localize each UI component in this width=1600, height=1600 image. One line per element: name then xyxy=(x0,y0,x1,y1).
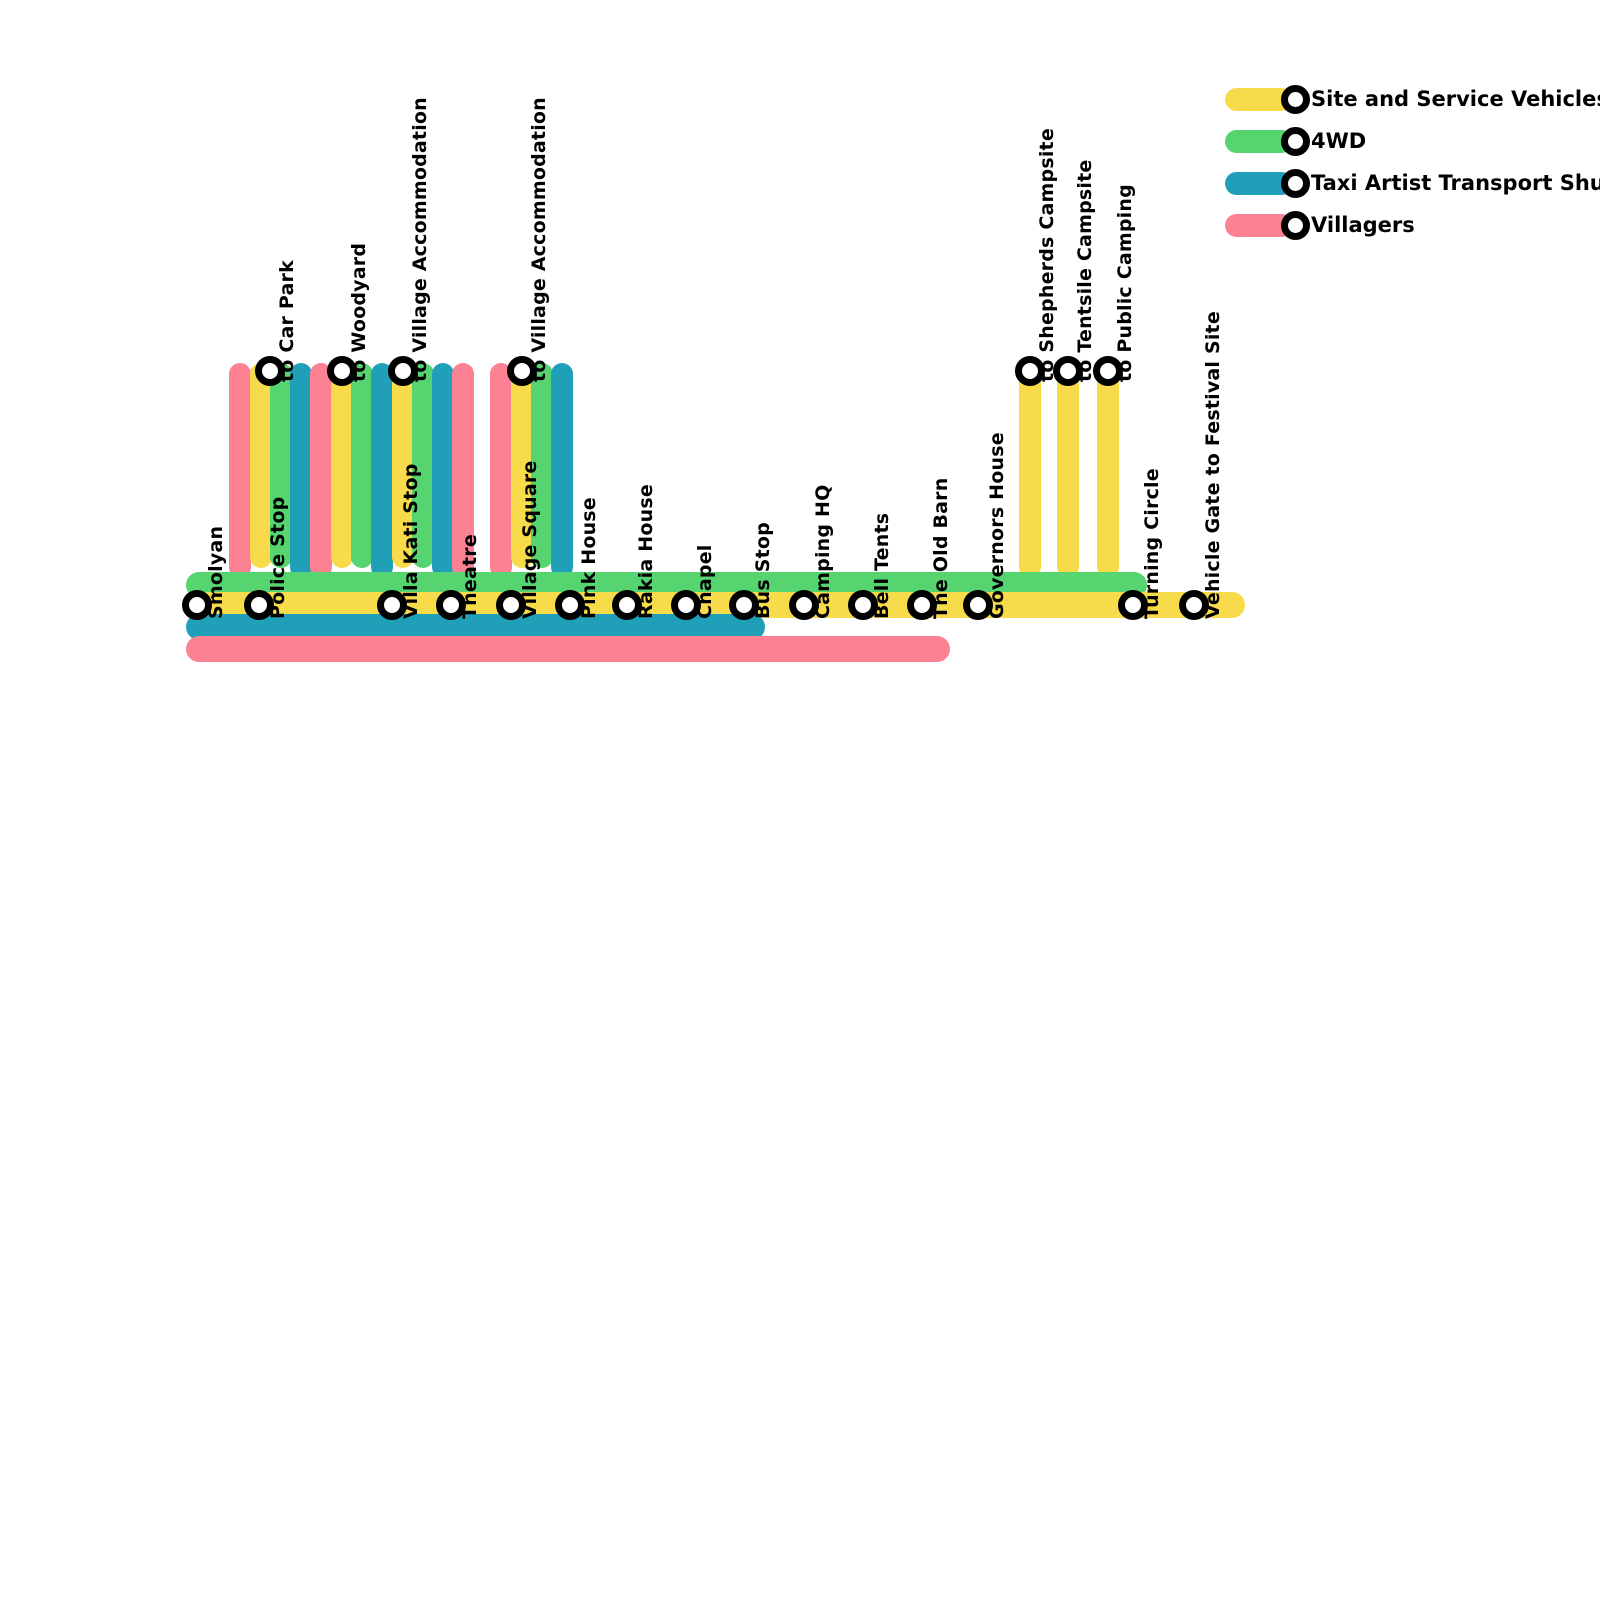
branch-terminal-label: to Village Accommodation xyxy=(528,97,550,382)
branch-terminal-label: to Public Camping xyxy=(1114,184,1136,382)
station-node[interactable] xyxy=(1179,590,1209,620)
branch-segment-tentsile-service xyxy=(1057,363,1079,578)
station-node-icon xyxy=(1281,126,1310,156)
branch-terminal-label: to Tentsile Campsite xyxy=(1074,159,1096,382)
legend-row[interactable]: Site and Service Vehicles xyxy=(1225,78,1600,120)
station-label: Bell Tents xyxy=(871,512,893,619)
branch-segment-woodyard-shuttle xyxy=(371,363,393,578)
station-node[interactable] xyxy=(182,590,212,620)
station-node[interactable] xyxy=(244,590,274,620)
station-label: Turning Circle xyxy=(1141,468,1163,619)
station-label: Smolyan xyxy=(205,525,227,619)
station-label: Rakia House xyxy=(635,484,657,619)
branch-terminal-label: to Village Accommodation xyxy=(409,97,431,382)
station-label: Governors House xyxy=(986,432,1008,619)
branch-segment-villa-accom-villagers xyxy=(452,363,474,578)
branch-terminal-label: to Woodyard xyxy=(348,242,370,382)
station-label: Vehicle Gate to Festival Site xyxy=(1202,311,1224,619)
station-label: Chapel xyxy=(694,544,716,620)
station-node[interactable] xyxy=(907,590,937,620)
legend-color-swatch xyxy=(1225,213,1293,237)
branch-segment-square-accom-shuttle xyxy=(551,363,573,578)
branch-segment-public-camping-service xyxy=(1097,363,1119,578)
station-node[interactable] xyxy=(729,590,759,620)
branch-terminal-node[interactable] xyxy=(1015,356,1045,386)
branch-terminal-node[interactable] xyxy=(255,356,285,386)
station-node[interactable] xyxy=(496,590,526,620)
legend-color-swatch xyxy=(1225,171,1293,195)
branch-segment-square-accom-4wd xyxy=(531,363,553,568)
station-label: Police Stop xyxy=(267,496,289,619)
branch-terminal-label: to Car Park xyxy=(276,260,298,382)
branch-segment-woodyard-service xyxy=(331,363,353,568)
line-segment-service-trunk xyxy=(186,592,1245,618)
station-label: Pink House xyxy=(578,497,600,619)
station-node[interactable] xyxy=(377,590,407,620)
branch-segment-car-park-service xyxy=(250,363,272,568)
legend-label: Villagers xyxy=(1311,213,1415,237)
legend-color-swatch xyxy=(1225,87,1293,111)
branch-terminal-label: to Shepherds Campsite xyxy=(1036,128,1058,382)
station-label: Theatre xyxy=(459,534,481,619)
station-node[interactable] xyxy=(671,590,701,620)
station-node-icon xyxy=(1281,168,1310,198)
branch-segment-villa-accom-4wd xyxy=(412,363,434,568)
station-node[interactable] xyxy=(848,590,878,620)
branch-segment-car-park-villagers xyxy=(229,363,251,578)
legend-label: Site and Service Vehicles xyxy=(1311,87,1600,111)
station-label: Village Square xyxy=(519,460,541,619)
legend-color-swatch xyxy=(1225,129,1293,153)
legend-row[interactable]: Taxi Artist Transport Shuttle xyxy=(1225,162,1600,204)
station-node[interactable] xyxy=(1118,590,1148,620)
branch-segment-shepherds-service xyxy=(1019,363,1041,578)
station-node-icon xyxy=(1281,210,1310,240)
legend: Site and Service Vehicles 4WD Taxi Artist … xyxy=(1225,78,1600,246)
branch-terminal-node[interactable] xyxy=(388,356,418,386)
legend-row[interactable]: Villagers xyxy=(1225,204,1600,246)
station-label: The Old Barn xyxy=(930,477,952,619)
legend-row[interactable]: 4WD xyxy=(1225,120,1600,162)
station-label: Bus Stop xyxy=(752,522,774,619)
line-segment-villagers-trunk xyxy=(186,636,950,662)
station-node-icon xyxy=(1281,84,1310,114)
branch-segment-square-accom-villagers xyxy=(490,363,512,578)
branch-segment-woodyard-villagers xyxy=(310,363,332,578)
branch-segment-villa-accom-service xyxy=(392,363,414,568)
station-node[interactable] xyxy=(436,590,466,620)
branch-segment-car-park-4wd xyxy=(270,363,292,568)
station-label: Villa Kati Stop xyxy=(400,463,422,619)
branch-terminal-node[interactable] xyxy=(507,356,537,386)
legend-label: 4WD xyxy=(1311,129,1367,153)
branch-terminal-node[interactable] xyxy=(1093,356,1123,386)
branch-terminal-node[interactable] xyxy=(327,356,357,386)
branch-segment-car-park-shuttle xyxy=(290,363,312,578)
station-node[interactable] xyxy=(963,590,993,620)
station-node[interactable] xyxy=(789,590,819,620)
legend-label: Taxi Artist Transport Shuttle xyxy=(1311,171,1600,195)
branch-terminal-node[interactable] xyxy=(1053,356,1083,386)
branch-segment-woodyard-4wd xyxy=(351,363,373,568)
station-label: Camping HQ xyxy=(812,484,834,619)
station-node[interactable] xyxy=(555,590,585,620)
branch-segment-villa-accom-shuttle xyxy=(432,363,454,578)
line-segment-shuttle-trunk xyxy=(186,614,765,640)
station-node[interactable] xyxy=(612,590,642,620)
branch-segment-square-accom-service xyxy=(511,363,533,568)
